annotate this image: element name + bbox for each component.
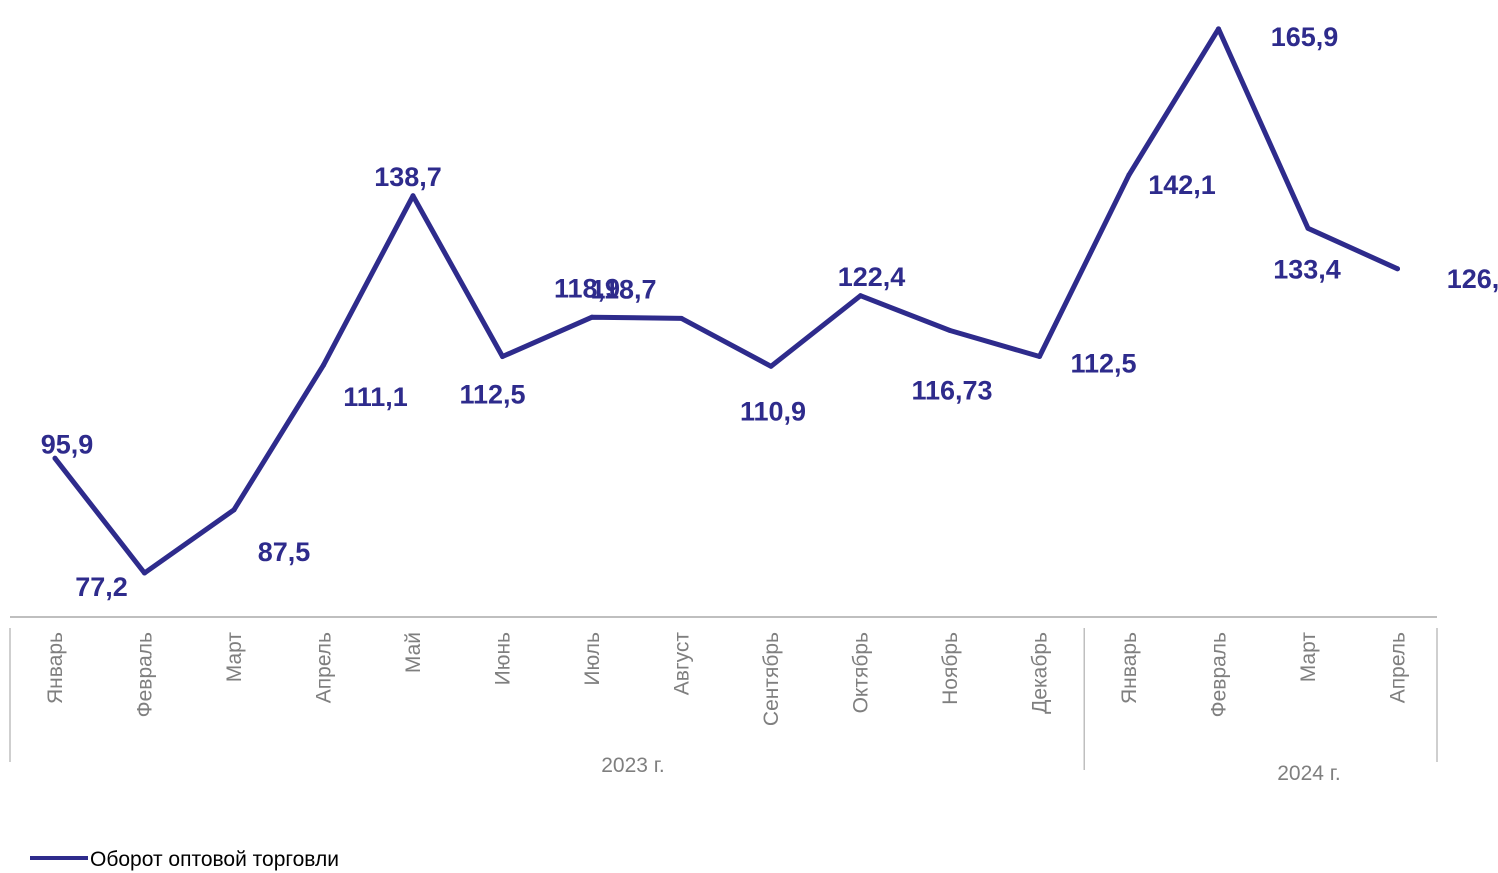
data-point bbox=[679, 315, 684, 321]
data-point bbox=[52, 455, 58, 461]
data-point bbox=[768, 363, 774, 369]
data-label: 118,9 bbox=[554, 273, 620, 303]
x-tick-label: Ноябрь bbox=[939, 632, 962, 705]
x-tick-label: Март bbox=[223, 632, 246, 683]
data-label: 165,9 bbox=[1271, 22, 1339, 52]
x-tick-label: Март bbox=[1297, 632, 1320, 683]
data-point bbox=[321, 362, 326, 368]
data-point bbox=[589, 314, 595, 320]
x-tick-label: Февраль bbox=[134, 632, 157, 717]
data-point bbox=[1395, 266, 1400, 272]
data-label: 133,4 bbox=[1273, 254, 1341, 284]
data-point bbox=[858, 293, 863, 299]
x-tick-label: Май bbox=[402, 632, 425, 673]
data-point bbox=[1126, 172, 1132, 178]
series-line bbox=[52, 26, 1400, 576]
data-label: 87,5 bbox=[258, 537, 311, 567]
data-label: 111,1 bbox=[343, 382, 408, 412]
data-point bbox=[1216, 26, 1221, 32]
x-tick-label: Апрель bbox=[313, 632, 336, 703]
x-tick-label: Август bbox=[671, 632, 694, 696]
legend: Оборот оптовой торговли bbox=[30, 848, 339, 871]
data-label: 142,1 bbox=[1148, 170, 1216, 200]
x-tick-label: Июль bbox=[581, 632, 604, 686]
x-tick-label: Январь bbox=[44, 632, 67, 704]
x-tick-label: Октябрь bbox=[850, 632, 873, 713]
data-label: 112,5 bbox=[1070, 349, 1136, 379]
data-label: 126,8 bbox=[1447, 264, 1498, 294]
series-group bbox=[52, 26, 1400, 576]
data-label: 112,5 bbox=[459, 380, 525, 410]
data-point bbox=[1037, 353, 1042, 359]
data-point bbox=[410, 193, 416, 199]
data-point bbox=[947, 328, 953, 334]
data-point bbox=[500, 353, 505, 359]
data-point bbox=[142, 570, 147, 576]
data-label: 110,9 bbox=[740, 396, 806, 426]
x-tick-labels: Январь Февраль Март Апрель Май Июнь Июль Август… bbox=[44, 632, 1410, 726]
data-label: 138,7 bbox=[374, 162, 442, 192]
x-tick-label: Июнь bbox=[492, 632, 515, 685]
data-label: 95,9 bbox=[41, 429, 94, 459]
data-label: 118,7 bbox=[590, 275, 656, 305]
data-point bbox=[1305, 225, 1311, 231]
data-label: 116,73 bbox=[911, 376, 992, 406]
x-tick-label: Апрель bbox=[1387, 632, 1410, 703]
group-label: 2023 г. bbox=[601, 754, 664, 777]
legend-label: Оборот оптовой торговли bbox=[90, 848, 339, 871]
x-tick-label: Февраль bbox=[1208, 632, 1231, 717]
group-label: 2024 г. bbox=[1277, 762, 1340, 785]
data-label: 122,4 bbox=[838, 262, 906, 292]
x-tick-label: Январь bbox=[1118, 632, 1141, 704]
data-point bbox=[231, 507, 237, 513]
x-tick-label: Сентябрь bbox=[760, 632, 783, 726]
data-label: 77,2 bbox=[75, 572, 128, 602]
x-axis: 2023 г. 2024 г. bbox=[9, 616, 1438, 785]
x-tick-label: Декабрь bbox=[1029, 632, 1052, 714]
